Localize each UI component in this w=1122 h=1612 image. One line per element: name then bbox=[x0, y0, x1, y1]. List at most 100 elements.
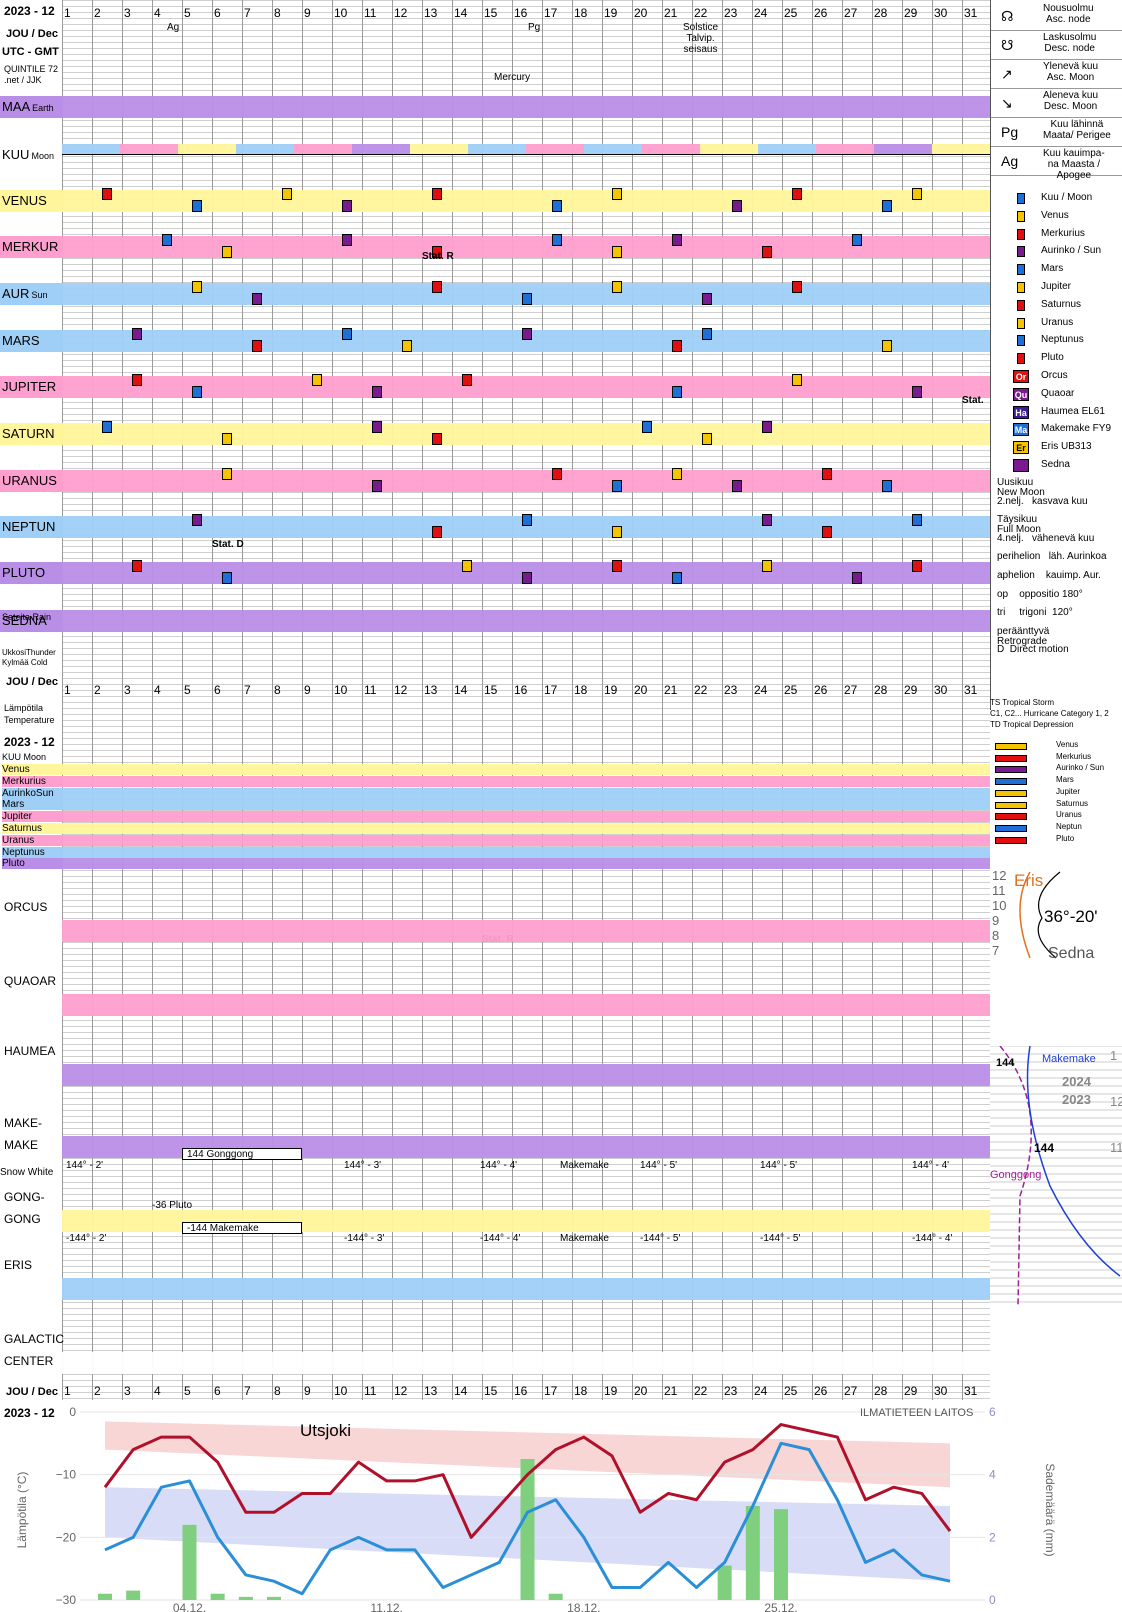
moon-segment bbox=[62, 144, 120, 154]
dwarf-band bbox=[62, 994, 990, 1016]
day-number: 8 bbox=[274, 6, 281, 20]
temp-line-max bbox=[103, 1423, 952, 1539]
aspect-marker bbox=[852, 572, 862, 584]
sedna-curve bbox=[1037, 871, 1061, 959]
day-number: 29 bbox=[904, 683, 918, 697]
day-number: 16 bbox=[514, 6, 528, 20]
legend-symbol-item: ☊ Nousuolmu Asc. node bbox=[991, 2, 1122, 31]
aspect-row-label: AurinkoSun bbox=[2, 787, 62, 799]
legend-swatch-text: Jupiter bbox=[1041, 281, 1072, 292]
day-number: 6 bbox=[214, 6, 221, 20]
day-number: 15 bbox=[484, 683, 498, 697]
dwarf-row-label: MAKE- MAKE bbox=[4, 1116, 43, 1152]
aspect-row-label: Saturnus bbox=[2, 823, 62, 834]
legend-swatch-text: Mars bbox=[1041, 263, 1064, 275]
aspect-marker bbox=[342, 200, 352, 212]
legend-line-text: Mars bbox=[1056, 775, 1074, 785]
day-number: 16 bbox=[514, 1384, 528, 1398]
legend-swatch-item: Kuu / Moon bbox=[991, 190, 1122, 208]
aspect-marker bbox=[372, 386, 382, 398]
legend-line-text: Aurinko / Sun bbox=[1056, 763, 1105, 773]
aspect-marker bbox=[762, 560, 772, 572]
aspect-marker bbox=[222, 468, 232, 480]
make-year: 2024 bbox=[1062, 1074, 1092, 1089]
aspect-row-label: Uranus bbox=[2, 834, 62, 846]
moon-segment bbox=[468, 144, 526, 154]
aspect-marker bbox=[882, 340, 892, 352]
aspect-marker bbox=[702, 328, 712, 340]
make-line-text: 144° - 5' bbox=[760, 1160, 798, 1171]
legend-dwarf-text: Sedna bbox=[1041, 459, 1070, 470]
legend-line-text: Saturnus bbox=[1056, 798, 1089, 808]
aspect-marker bbox=[132, 560, 142, 572]
moon-segment bbox=[932, 144, 990, 154]
Ag-icon: Ag bbox=[1001, 153, 1019, 169]
day-number: 5 bbox=[184, 683, 191, 697]
legend-swatch bbox=[1017, 353, 1025, 365]
planet-name: VENUS bbox=[2, 193, 47, 208]
legend-phase-text: peräänttyvä Retrograde bbox=[997, 625, 1050, 647]
legend-phase-item: op oppositio 180° bbox=[991, 589, 1122, 608]
legend-swatch-item: Mars bbox=[991, 261, 1122, 279]
make-tick: 11 bbox=[1110, 1140, 1122, 1155]
legend-symbol-item: ☋ Laskusolmu Desc. node bbox=[991, 31, 1122, 60]
day-number: 29 bbox=[904, 6, 918, 20]
aspect-row-label: Pluto bbox=[2, 858, 62, 870]
day-number: 9 bbox=[304, 1384, 311, 1398]
aspect-marker bbox=[252, 293, 262, 305]
asc-node-icon: ☊ bbox=[1001, 8, 1014, 24]
y-tick: −10 bbox=[56, 1468, 77, 1482]
legend-line-text: Neptun bbox=[1056, 821, 1082, 831]
y-tick: 0 bbox=[69, 1405, 76, 1419]
legend-swatch-item: Pluto bbox=[991, 350, 1122, 368]
legend-storm-text: TD Tropical Depression bbox=[990, 720, 1074, 729]
make-tick: 12 bbox=[1110, 1094, 1122, 1109]
day-number: 30 bbox=[934, 683, 948, 697]
gong-line-text: -144° - 3' bbox=[344, 1233, 385, 1244]
legend-swatch-item: Venus bbox=[991, 208, 1122, 226]
dwarf-band bbox=[62, 920, 990, 942]
day-number: 21 bbox=[664, 1384, 678, 1398]
day-number: 19 bbox=[604, 683, 618, 697]
legend-line-swatch bbox=[995, 754, 1027, 762]
dwarf-row-label: QUAOAR bbox=[4, 974, 57, 988]
utc-label: UTC - GMT bbox=[2, 46, 59, 58]
precip-bar bbox=[774, 1509, 788, 1600]
make-144-b: 144 bbox=[1034, 1141, 1054, 1155]
planet-band bbox=[62, 376, 990, 398]
day-number: 23 bbox=[724, 1384, 738, 1398]
legend-text: Laskusolmu Desc. node bbox=[1043, 32, 1097, 54]
day-number: 27 bbox=[844, 1384, 858, 1398]
day-number: 15 bbox=[484, 6, 498, 20]
planet-name: MERKUR bbox=[2, 239, 59, 254]
day-number: 7 bbox=[244, 6, 251, 20]
day-number: 26 bbox=[814, 1384, 828, 1398]
day-number: 26 bbox=[814, 683, 828, 697]
make-title: Makemake bbox=[1042, 1053, 1096, 1065]
eris-tick: 8 bbox=[992, 928, 999, 943]
planet-row-label: MERKUR bbox=[0, 236, 62, 258]
merkur-stat-r: Stat. R bbox=[422, 251, 454, 262]
makemake-curve bbox=[999, 1046, 1032, 1306]
legend-dwarf-text: Haumea EL61 bbox=[1041, 405, 1105, 417]
make-line-text: 144° - 4' bbox=[912, 1160, 950, 1171]
day-number: 2 bbox=[94, 6, 101, 20]
legend-phase-item: 2.nelj. kasvava kuu bbox=[991, 496, 1122, 515]
eris-tick: 11 bbox=[992, 883, 1006, 898]
moon-segment bbox=[120, 144, 178, 154]
aspect-marker bbox=[342, 234, 352, 246]
day-number: 24 bbox=[754, 683, 768, 697]
planet-band bbox=[62, 423, 990, 445]
mercury-node-label: Mercury bbox=[494, 72, 531, 83]
day-number: 5 bbox=[184, 6, 191, 20]
eris-curve bbox=[1019, 871, 1031, 959]
legend-line-text: Pluto bbox=[1056, 833, 1075, 843]
day-number: 30 bbox=[934, 1384, 948, 1398]
day-number: 29 bbox=[904, 1384, 918, 1398]
day-number: 11 bbox=[364, 1384, 377, 1398]
aspect-marker bbox=[222, 433, 232, 445]
day-number: 10 bbox=[334, 1384, 348, 1398]
legend-dwarf-abbr: Ha bbox=[1013, 405, 1029, 419]
makemake-side-chart: 144 Makemake 2024 2023 1 12 11 144 Gonggong bbox=[990, 1046, 1122, 1306]
day-number: 31 bbox=[964, 683, 978, 697]
